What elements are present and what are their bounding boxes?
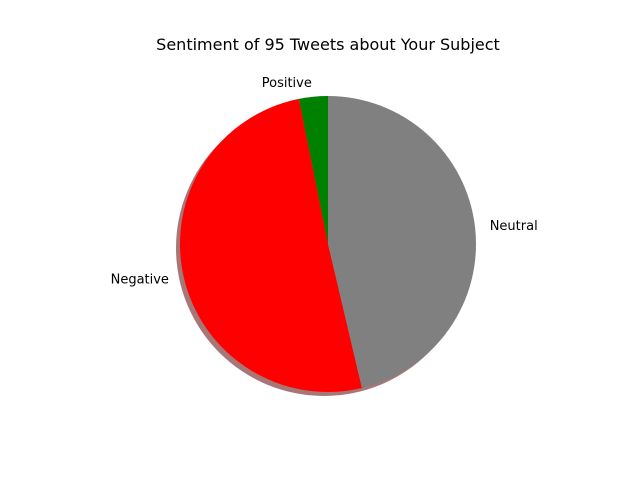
slice-label-positive: Positive bbox=[262, 76, 312, 91]
pie-labels: Positive Negative Neutral bbox=[111, 76, 538, 288]
pie-slice-positive bbox=[298, 96, 328, 244]
pie-slice-negative bbox=[180, 98, 362, 392]
slice-label-neutral: Neutral bbox=[490, 219, 538, 234]
pie-slice-neutral bbox=[328, 96, 477, 389]
pie-slices bbox=[180, 96, 477, 392]
chart-title: Sentiment of 95 Tweets about Your Subjec… bbox=[156, 35, 500, 54]
slice-label-negative: Negative bbox=[111, 273, 169, 288]
